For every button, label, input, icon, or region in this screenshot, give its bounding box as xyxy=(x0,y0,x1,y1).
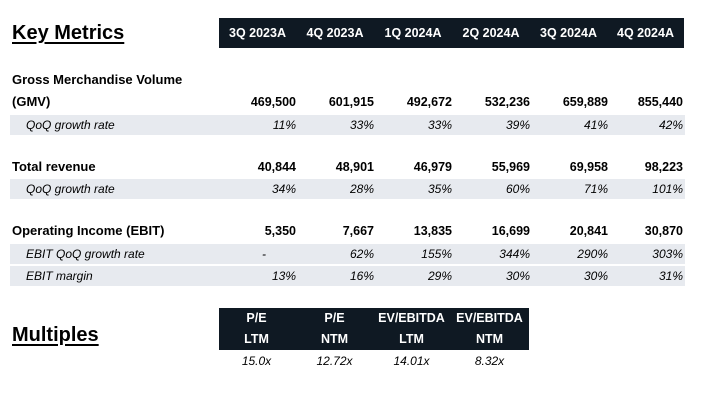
gmv-row: (GMV) 469,500 601,915 492,672 532,236 65… xyxy=(10,92,685,112)
gmv-growth-value: 42% xyxy=(658,118,683,132)
multiple-header-line2: LTM xyxy=(244,332,269,346)
multiples-header-bar: P/E LTM P/E NTM EV/EBITDA LTM EV/EBITDA … xyxy=(219,308,529,350)
ebit-growth-label: EBIT QoQ growth rate xyxy=(26,247,145,261)
multiples-title: Multiples xyxy=(12,324,99,346)
ebit-value: 7,667 xyxy=(342,224,374,238)
ebit-margin-value: 31% xyxy=(658,269,683,283)
revenue-value: 69,958 xyxy=(569,160,608,174)
period-header-bar: 3Q 2023A 4Q 2023A 1Q 2024A 2Q 2024A 3Q 2… xyxy=(219,18,684,48)
gmv-growth-value: 33% xyxy=(427,118,452,132)
ebit-value: 13,835 xyxy=(413,224,452,238)
revenue-label: Total revenue xyxy=(12,159,96,174)
revenue-growth-value: 101% xyxy=(652,182,683,196)
ebit-value: 16,699 xyxy=(491,224,530,238)
multiple-header-line1: EV/EBITDA xyxy=(378,311,445,325)
gmv-value: 659,889 xyxy=(562,95,608,109)
ebit-margin-value: 29% xyxy=(427,269,452,283)
multiple-value: 8.32x xyxy=(474,354,505,368)
ebit-growth-value: 155% xyxy=(421,247,452,261)
revenue-growth-label: QoQ growth rate xyxy=(26,182,115,196)
gmv-growth-value: 39% xyxy=(505,118,530,132)
multiple-header-line2: NTM xyxy=(475,332,504,346)
revenue-value: 55,969 xyxy=(491,160,530,174)
multiple-value: 14.01x xyxy=(393,354,430,368)
multiple-value: 12.72x xyxy=(316,354,353,368)
multiple-header-line2: NTM xyxy=(320,332,349,346)
gmv-growth-value: 11% xyxy=(272,118,296,132)
key-metrics-title: Key Metrics xyxy=(12,22,125,44)
ebit-growth-row: EBIT QoQ growth rate - 62% 155% 344% 290… xyxy=(10,244,685,264)
multiple-header-line1: P/E xyxy=(246,311,267,325)
gmv-label-line2: (GMV) xyxy=(12,94,51,109)
multiple-value: 15.0x xyxy=(241,354,272,368)
revenue-growth-value: 28% xyxy=(349,182,374,196)
period-header-cell: 4Q 2023A xyxy=(306,26,364,40)
gmv-label-line1: Gross Merchandise Volume xyxy=(12,72,183,87)
gmv-value: 601,915 xyxy=(328,95,374,109)
ebit-margin-value: 30% xyxy=(583,269,608,283)
period-header-cell: 3Q 2024A xyxy=(540,26,597,40)
ebit-growth-value: 62% xyxy=(349,247,374,261)
gmv-growth-label: QoQ growth rate xyxy=(26,118,115,132)
gmv-growth-value: 41% xyxy=(583,118,608,132)
ebit-margin-value: 16% xyxy=(349,269,374,283)
multiple-header-line2: LTM xyxy=(399,332,424,346)
revenue-value: 40,844 xyxy=(257,160,296,174)
ebit-margin-row: EBIT margin 13% 16% 29% 30% 30% 31% xyxy=(10,266,685,286)
period-header-cell: 4Q 2024A xyxy=(617,26,674,40)
ebit-value: 30,870 xyxy=(644,224,683,238)
ebit-growth-value: 303% xyxy=(652,247,683,261)
period-header-cell: 2Q 2024A xyxy=(462,26,520,40)
revenue-value: 46,979 xyxy=(413,160,452,174)
revenue-value: 98,223 xyxy=(644,160,683,174)
multiple-header-line1: EV/EBITDA xyxy=(456,311,523,325)
gmv-value: 532,236 xyxy=(484,95,530,109)
revenue-growth-value: 34% xyxy=(271,182,296,196)
ebit-label: Operating Income (EBIT) xyxy=(12,223,165,238)
ebit-growth-value: 344% xyxy=(499,247,530,261)
revenue-value: 48,901 xyxy=(335,160,374,174)
ebit-value: 5,350 xyxy=(264,224,296,238)
period-header-cell: 3Q 2023A xyxy=(229,26,286,40)
revenue-growth-value: 60% xyxy=(505,182,530,196)
gmv-value: 855,440 xyxy=(637,95,683,109)
revenue-growth-value: 71% xyxy=(583,182,608,196)
ebit-margin-label: EBIT margin xyxy=(26,269,93,283)
period-header-cell: 1Q 2024A xyxy=(384,26,442,40)
gmv-growth-row: QoQ growth rate 11% 33% 33% 39% 41% 42% xyxy=(10,115,685,135)
revenue-growth-value: 35% xyxy=(427,182,452,196)
ebit-value: 20,841 xyxy=(569,224,608,238)
gmv-growth-value: 33% xyxy=(349,118,374,132)
revenue-growth-row: QoQ growth rate 34% 28% 35% 60% 71% 101% xyxy=(10,179,685,199)
ebit-margin-value: 13% xyxy=(271,269,296,283)
ebit-growth-value: - xyxy=(262,247,266,261)
ebit-margin-value: 30% xyxy=(505,269,530,283)
gmv-value: 469,500 xyxy=(250,95,296,109)
gmv-value: 492,672 xyxy=(406,95,452,109)
multiple-header-line1: P/E xyxy=(324,311,345,325)
revenue-row: Total revenue 40,844 48,901 46,979 55,96… xyxy=(10,157,685,177)
ebit-growth-value: 290% xyxy=(577,247,608,261)
ebit-row: Operating Income (EBIT) 5,350 7,667 13,8… xyxy=(10,221,685,241)
